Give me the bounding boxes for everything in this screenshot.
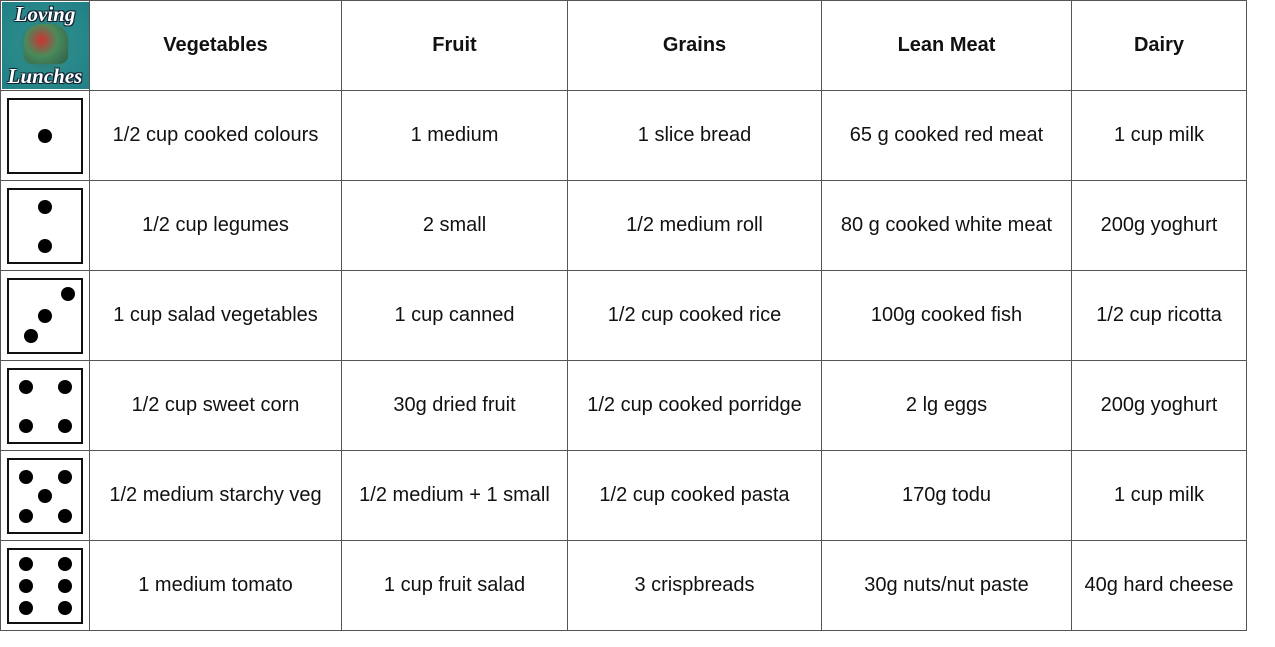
- table-cell: 1/2 cup ricotta: [1071, 270, 1247, 361]
- logo-figure: [23, 24, 68, 64]
- table-cell: 3 crispbreads: [567, 540, 822, 631]
- table-cell: 80 g cooked white meat: [821, 180, 1072, 271]
- pip: [19, 556, 33, 571]
- header-row: Loving Lunches Vegetables Fruit Grains Lean…: [0, 0, 1247, 91]
- pip: [38, 128, 52, 143]
- table-cell: 1/2 cup cooked rice: [567, 270, 822, 361]
- pip: [58, 556, 72, 571]
- pip: [38, 238, 52, 253]
- table-row: 1 cup salad vegetables 1 cup canned 1/2 cu…: [0, 270, 1247, 361]
- logo-text: Loving: [14, 2, 76, 26]
- die: [7, 547, 83, 624]
- table-cell: 1 medium: [341, 90, 568, 181]
- table-row: 1/2 cup cooked colours 1 medium 1 slice br…: [0, 90, 1247, 181]
- table-cell: 30g dried fruit: [341, 360, 568, 451]
- table-cell: 40g hard cheese: [1071, 540, 1247, 631]
- table-cell: 170g todu: [821, 450, 1072, 541]
- table-cell: 200g yoghurt: [1071, 360, 1247, 451]
- die-cell: [0, 180, 90, 271]
- table-row: 1/2 cup sweet corn 30g dried fruit 1/2 cup…: [0, 360, 1247, 451]
- logo-text: Lunches: [7, 64, 83, 88]
- table-cell: 1 medium tomato: [89, 540, 342, 631]
- serving-table: Loving Lunches Vegetables Fruit Grains Lean…: [0, 0, 1247, 631]
- column-header: Fruit: [341, 0, 568, 91]
- pip: [19, 469, 33, 484]
- pip: [58, 578, 72, 593]
- table-cell: 1/2 medium roll: [567, 180, 822, 271]
- die-cell: [0, 540, 90, 631]
- pip: [19, 379, 33, 394]
- pip: [38, 488, 52, 503]
- table-cell: 100g cooked fish: [821, 270, 1072, 361]
- table-body: 1/2 cup cooked colours 1 medium 1 slice br…: [0, 90, 1247, 631]
- pip: [38, 199, 52, 214]
- table-cell: 1 cup fruit salad: [341, 540, 568, 631]
- pip: [38, 308, 52, 323]
- table-cell: 1/2 cup cooked pasta: [567, 450, 822, 541]
- table-cell: 1 cup milk: [1071, 450, 1247, 541]
- die: [7, 277, 83, 354]
- table-cell: 65 g cooked red meat: [821, 90, 1072, 181]
- table-cell: 200g yoghurt: [1071, 180, 1247, 271]
- die: [7, 457, 83, 534]
- table-cell: 1/2 cup cooked colours: [89, 90, 342, 181]
- die-cell: [0, 90, 90, 181]
- table-cell: 1 cup canned: [341, 270, 568, 361]
- pip: [24, 328, 38, 343]
- pip: [19, 600, 33, 615]
- table-row: 1/2 cup legumes 2 small 1/2 medium roll 80 …: [0, 180, 1247, 271]
- table-cell: 2 lg eggs: [821, 360, 1072, 451]
- die: [7, 97, 83, 174]
- table-cell: 2 small: [341, 180, 568, 271]
- table-cell: 1 cup salad vegetables: [89, 270, 342, 361]
- column-header: Grains: [567, 0, 822, 91]
- table-row: 1/2 medium starchy veg 1/2 medium + 1 sma…: [0, 450, 1247, 541]
- pip: [58, 508, 72, 523]
- table-cell: 1 cup milk: [1071, 90, 1247, 181]
- column-header: Lean Meat: [821, 0, 1072, 91]
- table-cell: 1/2 medium + 1 small: [341, 450, 568, 541]
- table-cell: 1/2 medium starchy veg: [89, 450, 342, 541]
- table-cell: 30g nuts/nut paste: [821, 540, 1072, 631]
- column-header: Dairy: [1071, 0, 1247, 91]
- logo-cell: Loving Lunches: [0, 0, 90, 91]
- pip: [19, 418, 33, 433]
- die: [7, 367, 83, 444]
- die-cell: [0, 360, 90, 451]
- pip: [19, 508, 33, 523]
- pip: [61, 286, 75, 301]
- pip: [58, 418, 72, 433]
- pip: [58, 469, 72, 484]
- logo: Loving Lunches: [1, 2, 89, 89]
- die-cell: [0, 270, 90, 361]
- table-cell: 1/2 cup sweet corn: [89, 360, 342, 451]
- table-cell: 1 slice bread: [567, 90, 822, 181]
- pip: [19, 578, 33, 593]
- table-cell: 1/2 cup cooked porridge: [567, 360, 822, 451]
- table-cell: 1/2 cup legumes: [89, 180, 342, 271]
- pip: [58, 600, 72, 615]
- die-cell: [0, 450, 90, 541]
- column-header: Vegetables: [89, 0, 342, 91]
- table-row: 1 medium tomato 1 cup fruit salad 3 crispb…: [0, 540, 1247, 631]
- die: [7, 187, 83, 264]
- pip: [58, 379, 72, 394]
